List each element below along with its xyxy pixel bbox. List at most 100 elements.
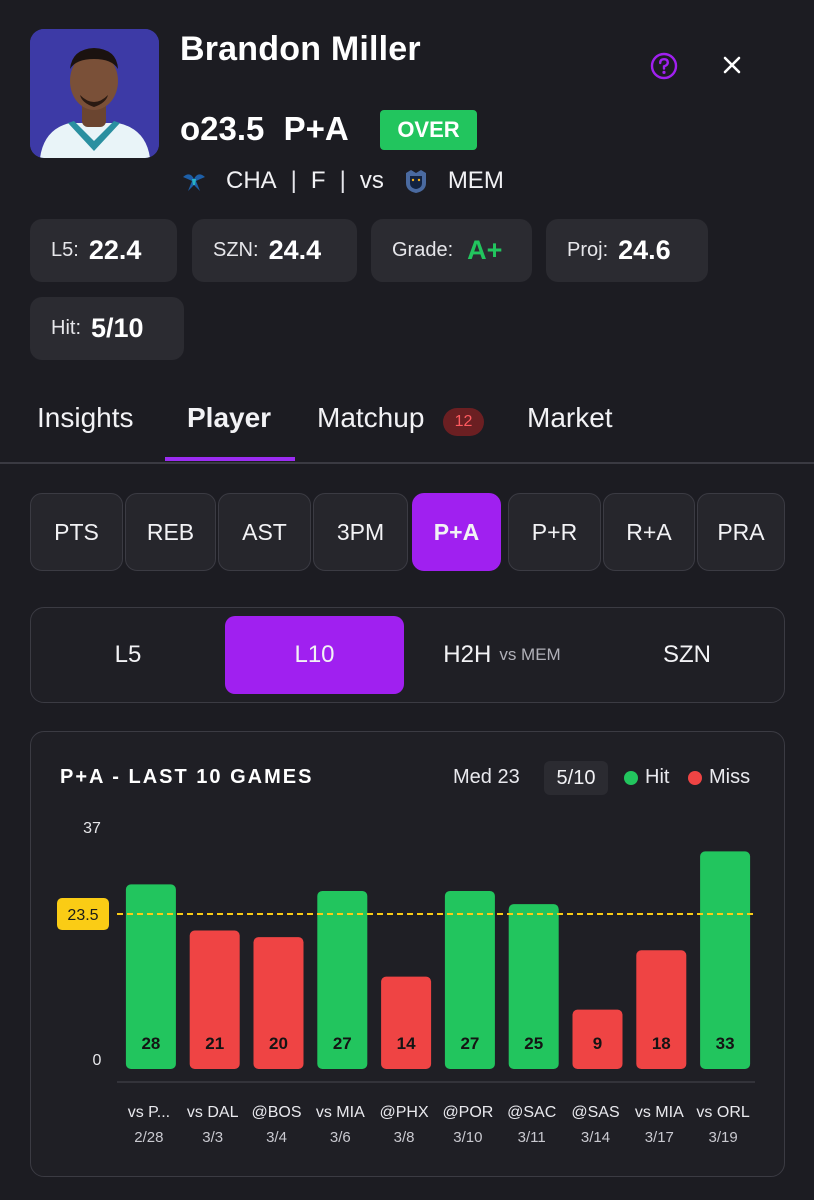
stat-grade: Grade: A+ bbox=[371, 219, 532, 282]
x-tick-date: 3/19 bbox=[708, 1129, 737, 1146]
tab-market[interactable]: Market bbox=[527, 402, 613, 433]
bar-7 bbox=[508, 904, 559, 1069]
bar-6 bbox=[444, 890, 495, 1069]
bar-1 bbox=[125, 884, 176, 1069]
x-tick-opponent: vs MIA bbox=[635, 1104, 684, 1121]
bar-2 bbox=[189, 930, 240, 1069]
stat-label: L5: bbox=[51, 239, 79, 261]
legend-hit-label: Hit bbox=[645, 766, 670, 788]
hit-count-badge: 5/10 bbox=[544, 761, 608, 795]
x-tick-date: 3/8 bbox=[394, 1129, 415, 1146]
stat-szn: SZN: 24.4 bbox=[192, 219, 357, 282]
stat-type-reb[interactable]: REB bbox=[125, 493, 216, 571]
range-selector bbox=[30, 607, 785, 703]
stat-type-pr[interactable]: P+R bbox=[508, 493, 601, 571]
range-l5[interactable]: L5 bbox=[114, 641, 142, 668]
vs-label: vs bbox=[359, 167, 384, 194]
bar-3 bbox=[253, 937, 304, 1069]
x-tick-date: 3/6 bbox=[330, 1129, 351, 1146]
player-avatar bbox=[30, 29, 159, 158]
bar-value-label: 25 bbox=[524, 1034, 543, 1053]
matchup-count-badge: 12 bbox=[443, 408, 484, 436]
stat-proj: Proj: 24.6 bbox=[546, 219, 708, 282]
x-tick-date: 3/3 bbox=[202, 1129, 223, 1146]
bar-8 bbox=[572, 1009, 623, 1069]
chart-title: P+A - LAST 10 GAMES bbox=[60, 766, 314, 788]
active-tab-indicator bbox=[165, 457, 295, 461]
stat-type-pra[interactable]: PRA bbox=[697, 493, 785, 571]
stat-value: 24.6 bbox=[618, 235, 671, 265]
bar-5 bbox=[381, 976, 432, 1069]
bar-value-label: 9 bbox=[593, 1034, 602, 1053]
stat-label: Hit: bbox=[51, 317, 81, 339]
range-szn[interactable]: SZN bbox=[663, 641, 711, 668]
tab-player[interactable]: Player bbox=[187, 402, 272, 433]
bar-9 bbox=[636, 950, 687, 1069]
legend-miss-dot bbox=[688, 771, 702, 785]
player-headshot-icon bbox=[30, 29, 159, 158]
x-tick-opponent: @POR bbox=[442, 1104, 493, 1121]
x-tick-date: 2/28 bbox=[134, 1129, 163, 1146]
range-l10[interactable]: L10 bbox=[225, 616, 404, 694]
bar-value-label: 28 bbox=[141, 1034, 160, 1053]
grizzlies-logo-icon bbox=[405, 170, 426, 193]
x-tick-opponent: vs ORL bbox=[696, 1104, 749, 1121]
divider: | bbox=[339, 167, 346, 194]
threshold-label: 23.5 bbox=[67, 907, 98, 924]
bar-value-label: 33 bbox=[716, 1034, 735, 1053]
legend-miss-label: Miss bbox=[709, 766, 751, 788]
range-h2h-opponent: vs MEM bbox=[499, 645, 561, 664]
team-matchup-row: CHA | F | vs MEM bbox=[180, 164, 504, 198]
x-tick-opponent: @PHX bbox=[380, 1104, 429, 1121]
bar-value-label: 14 bbox=[397, 1034, 416, 1053]
tab-insights[interactable]: Insights bbox=[37, 402, 134, 433]
stat-label: SZN: bbox=[213, 239, 259, 261]
y-tick-max: 37 bbox=[83, 820, 101, 837]
stat-hit: Hit: 5/10 bbox=[30, 297, 184, 360]
divider: | bbox=[290, 167, 297, 194]
stat-value: 24.4 bbox=[268, 235, 322, 265]
bar-value-label: 21 bbox=[205, 1034, 224, 1053]
market-label: P+A bbox=[283, 110, 349, 147]
tab-matchup[interactable]: Matchup bbox=[317, 402, 425, 433]
player-position: F bbox=[310, 167, 326, 194]
bar-value-label: 27 bbox=[460, 1034, 479, 1053]
bar-value-label: 18 bbox=[652, 1034, 671, 1053]
team-abbr: CHA bbox=[226, 167, 277, 194]
x-tick-opponent: vs P... bbox=[128, 1104, 170, 1121]
threshold-badge bbox=[57, 898, 109, 931]
stat-type-ast[interactable]: AST bbox=[218, 493, 311, 571]
x-tick-date: 3/11 bbox=[518, 1129, 546, 1146]
stat-type-pts[interactable]: PTS bbox=[30, 493, 123, 571]
x-tick-opponent: vs MIA bbox=[316, 1104, 365, 1121]
y-tick-min: 0 bbox=[93, 1052, 102, 1069]
bar-10 bbox=[700, 851, 751, 1069]
stat-l5: L5: 22.4 bbox=[30, 219, 177, 282]
pick-badge: OVER bbox=[380, 110, 477, 150]
range-h2h-label: H2H bbox=[443, 641, 492, 668]
stat-type-3pm[interactable]: 3PM bbox=[313, 493, 408, 571]
line-value: o23.5 bbox=[180, 110, 265, 147]
stat-value: 5/10 bbox=[91, 313, 144, 343]
close-icon[interactable] bbox=[717, 50, 747, 80]
tabs-divider bbox=[0, 462, 814, 464]
x-tick-opponent: @BOS bbox=[251, 1104, 301, 1121]
range-h2h[interactable]: H2H vs MEM bbox=[412, 616, 592, 694]
stat-value: 22.4 bbox=[88, 235, 142, 265]
x-tick-date: 3/17 bbox=[645, 1129, 674, 1146]
stat-type-pa[interactable]: P+A bbox=[412, 493, 501, 571]
question-circle-icon[interactable] bbox=[649, 51, 679, 81]
x-tick-opponent: @SAC bbox=[507, 1104, 556, 1121]
stat-value: A+ bbox=[467, 235, 503, 265]
bar-value-label: 27 bbox=[333, 1034, 352, 1053]
stat-type-ra[interactable]: R+A bbox=[603, 493, 695, 571]
stat-label: Proj: bbox=[567, 239, 609, 261]
x-tick-opponent: @SAS bbox=[571, 1104, 619, 1121]
bar-4 bbox=[317, 890, 368, 1069]
x-tick-date: 3/10 bbox=[453, 1129, 482, 1146]
x-tick-date: 3/14 bbox=[581, 1129, 610, 1146]
bar-value-label: 20 bbox=[269, 1034, 288, 1053]
legend-hit-dot bbox=[624, 771, 638, 785]
x-tick-date: 3/4 bbox=[266, 1129, 287, 1146]
